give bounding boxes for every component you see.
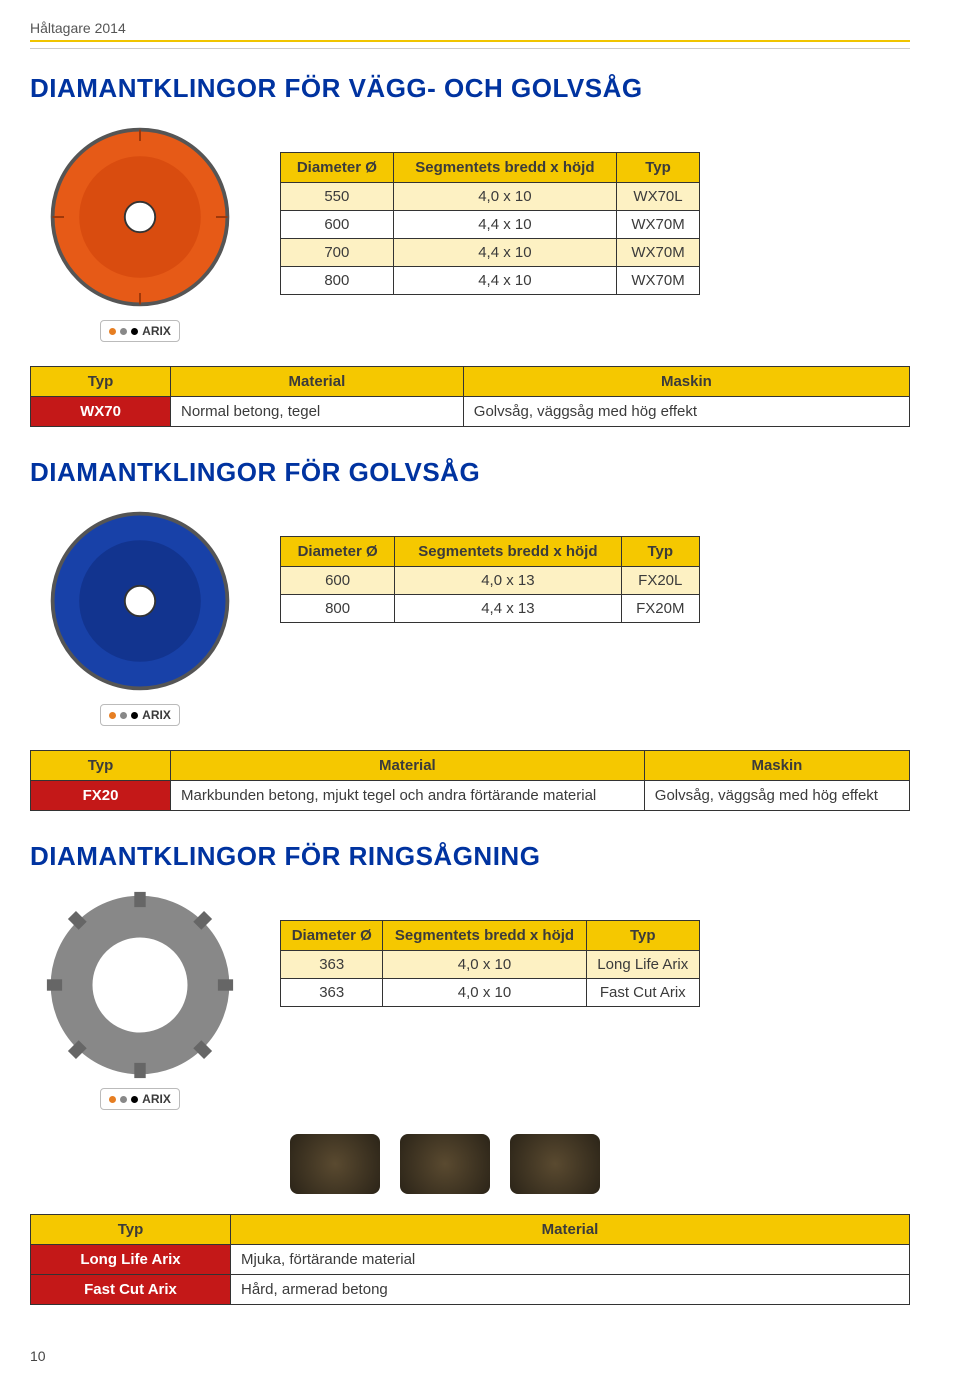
type-cell: Long Life Arix — [31, 1245, 231, 1275]
material-cell: Mjuka, förtärande material — [231, 1245, 910, 1275]
table-row: Fast Cut Arix Hård, armerad betong — [31, 1275, 910, 1305]
spec-table-2: Diameter Ø Segmentets bredd x höjd Typ 6… — [280, 536, 700, 623]
material-cell: Hård, armerad betong — [231, 1275, 910, 1305]
part-image — [400, 1134, 490, 1194]
page-header: Håltagare 2014 — [30, 20, 910, 36]
section-3-row: ARIX Diameter Ø Segmentets bredd x höjd … — [30, 890, 910, 1110]
arix-badge: ARIX — [100, 704, 180, 726]
mat-table-3: Typ Material Long Life Arix Mjuka, förtä… — [30, 1214, 910, 1305]
table-row: 6004,0 x 13FX20L — [281, 567, 700, 595]
material-cell: Markbunden betong, mjukt tegel och andra… — [171, 781, 645, 811]
spec-table-3: Diameter Ø Segmentets bredd x höjd Typ 3… — [280, 920, 700, 1007]
spec-table-3-wrap: Diameter Ø Segmentets bredd x höjd Typ 3… — [280, 890, 910, 1007]
blade-blue-image: ARIX — [30, 506, 250, 726]
table-header-row: Diameter Ø Segmentets bredd x höjd Typ — [281, 153, 700, 183]
yellow-rule — [30, 40, 910, 42]
table-row: 5504,0 x 10WX70L — [281, 183, 700, 211]
blue-blade-icon — [45, 506, 235, 696]
small-parts-row — [290, 1134, 910, 1194]
orange-blade-icon — [45, 122, 235, 312]
ring-blade-image: ARIX — [30, 890, 250, 1110]
table-header-row: Typ Material — [31, 1215, 910, 1245]
table-row: 7004,4 x 10WX70M — [281, 239, 700, 267]
table-header-row: Diameter Ø Segmentets bredd x höjd Typ — [281, 921, 700, 951]
section-2-row: ARIX Diameter Ø Segmentets bredd x höjd … — [30, 506, 910, 726]
type-cell: WX70 — [31, 397, 171, 427]
table-row: Long Life Arix Mjuka, förtärande materia… — [31, 1245, 910, 1275]
section-title-1: DIAMANTKLINGOR FÖR VÄGG- OCH GOLVSÅG — [30, 73, 910, 104]
arix-label: ARIX — [142, 324, 171, 338]
ring-blade-icon — [45, 890, 235, 1080]
table-header-row: Typ Material Maskin — [31, 751, 910, 781]
mat-table-2: Typ Material Maskin FX20 Markbunden beto… — [30, 750, 910, 811]
machine-cell: Golvsåg, väggsåg med hög effekt — [463, 397, 909, 427]
table-row: FX20 Markbunden betong, mjukt tegel och … — [31, 781, 910, 811]
arix-badge: ARIX — [100, 320, 180, 342]
table-row: 8004,4 x 10WX70M — [281, 267, 700, 295]
table-row: 8004,4 x 13FX20M — [281, 595, 700, 623]
spec-table-2-wrap: Diameter Ø Segmentets bredd x höjd Typ 6… — [280, 506, 910, 623]
spec-table-1-wrap: Diameter Ø Segmentets bredd x höjd Typ 5… — [280, 122, 910, 295]
section-title-2: DIAMANTKLINGOR FÖR GOLVSÅG — [30, 457, 910, 488]
part-image — [510, 1134, 600, 1194]
table-header-row: Diameter Ø Segmentets bredd x höjd Typ — [281, 537, 700, 567]
page-number: 10 — [30, 1348, 46, 1364]
arix-badge: ARIX — [100, 1088, 180, 1110]
mat-table-1: Typ Material Maskin WX70 Normal betong, … — [30, 366, 910, 427]
table-row: WX70 Normal betong, tegel Golvsåg, väggs… — [31, 397, 910, 427]
blade-orange-image: ARIX — [30, 122, 250, 342]
col-header: Typ — [617, 153, 700, 183]
table-row: 3634,0 x 10Long Life Arix — [281, 951, 700, 979]
col-header: Diameter Ø — [281, 153, 394, 183]
thin-rule — [30, 48, 910, 49]
material-cell: Normal betong, tegel — [171, 397, 464, 427]
spec-table-1: Diameter Ø Segmentets bredd x höjd Typ 5… — [280, 152, 700, 295]
col-header: Segmentets bredd x höjd — [393, 153, 616, 183]
section-1-row: ARIX Diameter Ø Segmentets bredd x höjd … — [30, 122, 910, 342]
arix-label: ARIX — [142, 1092, 171, 1106]
machine-cell: Golvsåg, väggsåg med hög effekt — [644, 781, 909, 811]
type-cell: Fast Cut Arix — [31, 1275, 231, 1305]
table-header-row: Typ Material Maskin — [31, 367, 910, 397]
section-title-3: DIAMANTKLINGOR FÖR RINGSÅGNING — [30, 841, 910, 872]
table-row: 6004,4 x 10WX70M — [281, 211, 700, 239]
table-row: 3634,0 x 10Fast Cut Arix — [281, 979, 700, 1007]
arix-label: ARIX — [142, 708, 171, 722]
type-cell: FX20 — [31, 781, 171, 811]
part-image — [290, 1134, 380, 1194]
